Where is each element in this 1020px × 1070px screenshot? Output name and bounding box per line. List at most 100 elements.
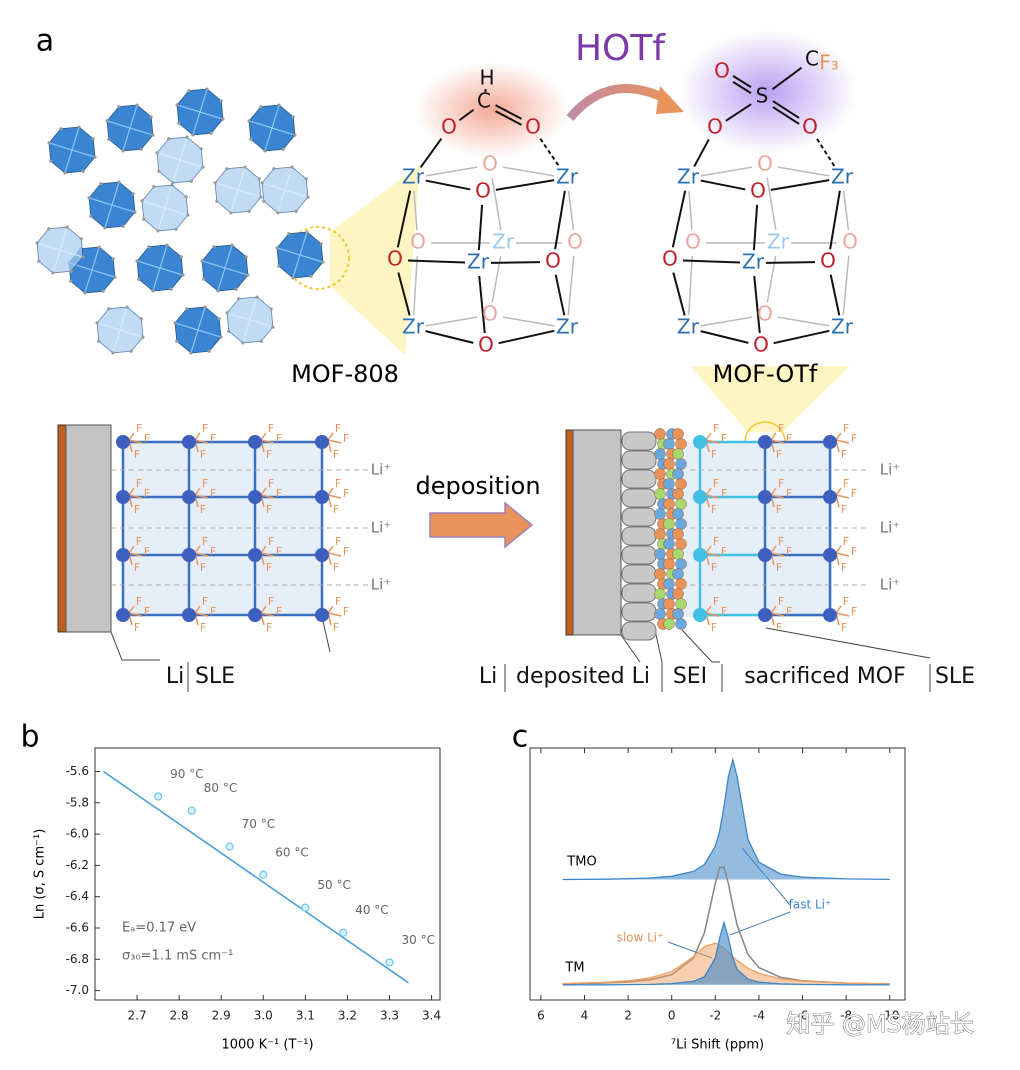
linker-atom [276, 211, 280, 215]
f-branch [327, 552, 342, 557]
facet [276, 247, 301, 256]
ion-label: Li⁺ [371, 461, 391, 479]
x-tick-label: 2.7 [128, 1009, 147, 1023]
linker-atom [247, 209, 251, 213]
point-label: 60 °C [275, 845, 308, 859]
atom: O [842, 230, 858, 254]
linker-atom [93, 155, 97, 159]
plot-frame [529, 747, 906, 1001]
facet [224, 267, 249, 276]
fluorine: F [266, 561, 272, 574]
bond [771, 66, 803, 91]
linker-atom [189, 179, 193, 183]
bond [490, 261, 541, 264]
fluorine: F [851, 545, 857, 558]
linker-atom [121, 149, 125, 153]
linker-atom [212, 245, 216, 249]
sei-particle [654, 468, 666, 480]
atom: H [479, 66, 494, 90]
linker-atom [99, 182, 103, 186]
f-branch [327, 439, 342, 444]
atom: O [482, 302, 498, 326]
deposited-li [621, 469, 657, 489]
panel-label: c [512, 720, 529, 755]
f-branch [327, 605, 334, 614]
current-collector [565, 429, 574, 636]
f-branch [260, 552, 275, 557]
fluorine: F [210, 605, 216, 618]
linker-atom [69, 279, 73, 283]
x-tick-label: 3.2 [338, 1009, 357, 1023]
fluorine: F [778, 595, 784, 608]
facet [179, 159, 204, 168]
linker-atom [37, 259, 41, 263]
atom: O [567, 230, 583, 254]
x-tick-label: -10 [880, 1009, 900, 1023]
mof-cluster [95, 305, 145, 355]
linker-atom [139, 317, 143, 321]
linker-atom [290, 165, 294, 169]
mof-cluster [47, 125, 97, 175]
bond [700, 166, 753, 177]
fluorine: F [333, 621, 339, 634]
linker-atom [263, 149, 267, 153]
fluorine: F [136, 595, 142, 608]
facet [264, 127, 273, 152]
sei-particle [663, 578, 675, 590]
facet [129, 127, 154, 136]
linker-atom [173, 321, 177, 325]
fluorine: F [776, 448, 782, 461]
bond [777, 166, 830, 177]
atom: Zr [767, 230, 790, 254]
mof-cluster [35, 225, 85, 275]
sei-particle [672, 568, 684, 580]
linker-atom [105, 119, 109, 123]
mof-cluster [135, 243, 185, 293]
layer-label: SLE [195, 664, 235, 689]
sei-particle [672, 448, 684, 460]
atom: O [410, 230, 426, 254]
fluorine: F [202, 595, 208, 608]
facet [164, 184, 173, 209]
fluorine: F [210, 545, 216, 558]
facet [159, 267, 184, 276]
linker-atom [65, 225, 69, 229]
x-tick-label: 2.9 [212, 1009, 231, 1023]
ion-label: Li⁺ [880, 519, 900, 537]
atom: O [750, 179, 766, 203]
facet [91, 246, 100, 271]
linker-atom [241, 341, 245, 345]
atom: O [387, 247, 403, 271]
deposited-li [621, 488, 657, 508]
fluorine: F [851, 487, 857, 500]
fluorine: F [721, 605, 727, 618]
fluorine: F [841, 448, 847, 461]
sei-particle [663, 438, 675, 450]
y-tick-label: -6.0 [66, 827, 89, 841]
linker-atom [255, 295, 259, 299]
fluorine: F [841, 561, 847, 574]
fluorine: F [266, 621, 272, 634]
linker-atom [49, 159, 53, 163]
f-branch [260, 605, 267, 614]
bond [502, 316, 555, 327]
point-label: 50 °C [317, 878, 350, 892]
f-branch [194, 552, 209, 557]
sei-particle [675, 578, 687, 590]
bond [773, 329, 830, 345]
fluorine: F [721, 487, 727, 500]
atom: O [707, 115, 723, 139]
linker-atom [77, 125, 81, 129]
fluorine: F [134, 621, 140, 634]
deposited-li [621, 450, 657, 470]
bond [829, 274, 841, 316]
metal-node [758, 490, 772, 504]
fluorine: F [136, 535, 142, 548]
linker-atom [63, 171, 67, 175]
bond [700, 179, 746, 191]
ion-label: Li⁺ [880, 461, 900, 479]
facet [84, 269, 93, 294]
bond [425, 316, 478, 327]
bond [477, 204, 484, 251]
facet [292, 254, 301, 279]
